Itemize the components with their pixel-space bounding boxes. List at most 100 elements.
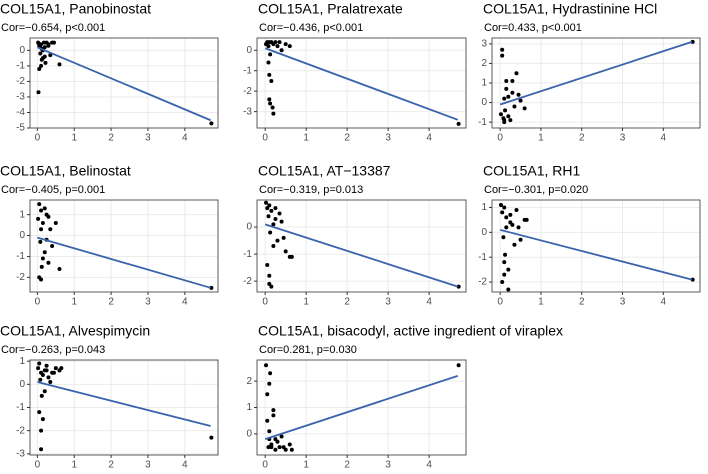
x-tick-label: 3 bbox=[620, 133, 626, 144]
point bbox=[51, 40, 56, 45]
x-tick-label: 1 bbox=[303, 460, 309, 469]
panel-title: COL15A1, Panobinostat bbox=[0, 1, 151, 17]
point bbox=[504, 86, 509, 91]
y-tick-label: 1 bbox=[19, 356, 25, 367]
point bbox=[271, 111, 276, 116]
y-tick-label: -1 bbox=[16, 251, 25, 262]
point bbox=[514, 207, 519, 212]
point bbox=[512, 104, 517, 109]
point bbox=[281, 235, 286, 240]
point bbox=[40, 417, 45, 422]
point bbox=[59, 366, 64, 371]
x-tick-label: 4 bbox=[661, 297, 667, 308]
point bbox=[503, 108, 508, 113]
point bbox=[46, 375, 51, 380]
point bbox=[508, 118, 513, 123]
point bbox=[269, 78, 274, 83]
panel-subtitle: Cor=−0.301, p=0.020 bbox=[484, 184, 588, 196]
point bbox=[42, 45, 47, 50]
fit-line bbox=[499, 41, 693, 106]
x-tick-label: 2 bbox=[344, 460, 350, 469]
panel-subtitle: Cor=−0.654, p<0.001 bbox=[1, 22, 105, 34]
x-tick-label: 4 bbox=[426, 133, 432, 144]
x-tick-label: 3 bbox=[385, 133, 391, 144]
point bbox=[502, 120, 507, 125]
point bbox=[500, 280, 505, 285]
point bbox=[518, 98, 523, 103]
x-tick-label: 1 bbox=[538, 133, 544, 144]
y-tick-label: -1 bbox=[478, 252, 487, 263]
y-tick-label: 3 bbox=[481, 39, 487, 50]
point bbox=[524, 217, 529, 222]
point bbox=[279, 434, 284, 439]
point bbox=[273, 447, 278, 452]
point bbox=[289, 254, 294, 259]
point bbox=[39, 42, 44, 47]
y-tick-label: 0 bbox=[19, 379, 25, 390]
point bbox=[36, 90, 41, 95]
point bbox=[268, 101, 273, 106]
y-tick-label: 1 bbox=[481, 202, 487, 213]
point bbox=[265, 418, 270, 423]
point bbox=[46, 214, 51, 219]
point bbox=[37, 361, 42, 366]
y-tick-label: 2 bbox=[481, 58, 487, 69]
x-tick-label: 3 bbox=[145, 297, 151, 308]
point bbox=[265, 206, 270, 211]
point bbox=[268, 52, 273, 57]
point bbox=[273, 206, 278, 211]
x-tick-label: 3 bbox=[385, 297, 391, 308]
point bbox=[38, 239, 43, 244]
point bbox=[273, 216, 278, 221]
point bbox=[283, 249, 288, 254]
point bbox=[269, 208, 274, 213]
x-tick-label: 3 bbox=[620, 297, 626, 308]
y-tick-label: 1 bbox=[19, 209, 25, 220]
point bbox=[504, 225, 509, 230]
x-tick-label: 4 bbox=[182, 460, 188, 469]
x-tick-label: 3 bbox=[145, 133, 151, 144]
x-tick-label: 0 bbox=[497, 297, 503, 308]
point bbox=[38, 51, 43, 56]
panel-border bbox=[256, 359, 467, 456]
point bbox=[504, 79, 509, 84]
point bbox=[275, 44, 280, 49]
point bbox=[287, 44, 292, 49]
point bbox=[39, 57, 44, 62]
x-tick-label: 1 bbox=[71, 297, 77, 308]
x-tick-label: 1 bbox=[538, 297, 544, 308]
panel-title: COL15A1, Pralatrexate bbox=[258, 1, 403, 17]
point bbox=[265, 262, 270, 267]
point bbox=[38, 377, 43, 382]
point bbox=[690, 277, 695, 282]
x-tick-label: 2 bbox=[579, 133, 585, 144]
point bbox=[512, 242, 517, 247]
panel-title: COL15A1, RH1 bbox=[483, 163, 580, 179]
point bbox=[504, 215, 509, 220]
panel-border bbox=[29, 359, 219, 456]
point bbox=[264, 200, 269, 205]
fit-line bbox=[264, 223, 459, 288]
x-tick-label: 2 bbox=[344, 297, 350, 308]
y-tick-label: -3 bbox=[16, 448, 25, 459]
point bbox=[267, 281, 272, 286]
point bbox=[275, 238, 280, 243]
panel-subtitle: Cor=0.281, p=0.030 bbox=[259, 344, 357, 356]
panel-subtitle: Cor=−0.263, p=0.043 bbox=[1, 344, 105, 356]
x-tick-label: 0 bbox=[35, 133, 41, 144]
panel-subtitle: Cor=−0.405, p=0.001 bbox=[1, 184, 105, 196]
x-tick-label: 3 bbox=[385, 460, 391, 469]
point bbox=[506, 267, 511, 272]
x-tick-label: 2 bbox=[108, 297, 114, 308]
point bbox=[266, 214, 271, 219]
point bbox=[273, 40, 278, 45]
point bbox=[264, 363, 269, 368]
point bbox=[269, 445, 274, 450]
point bbox=[39, 277, 44, 282]
y-tick-label: 0 bbox=[481, 97, 487, 108]
point bbox=[271, 244, 276, 248]
y-tick-label: 1 bbox=[246, 402, 252, 413]
y-tick-label: 2 bbox=[246, 376, 252, 387]
point bbox=[268, 230, 273, 235]
point bbox=[502, 272, 507, 277]
